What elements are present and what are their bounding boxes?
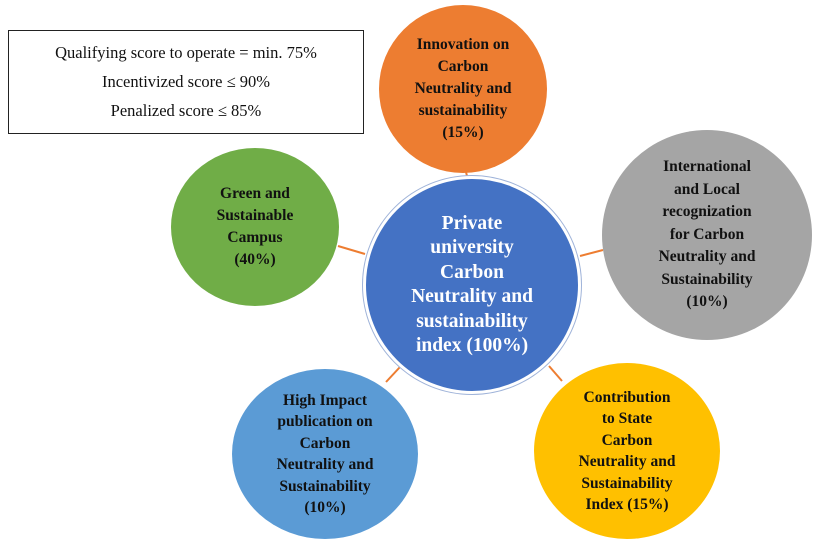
central-index-label: Private university Carbon Neutrality and… <box>411 212 533 357</box>
contribution-node: Contribution to State Carbon Neutrality … <box>534 363 720 539</box>
score-criteria-box: Qualifying score to operate = min. 75% I… <box>8 30 364 134</box>
green-campus-label: Green and Sustainable Campus (40%) <box>216 185 294 268</box>
innovation-node: Innovation on Carbon Neutrality and sust… <box>379 5 547 173</box>
connector-bottom-left <box>385 366 401 383</box>
publication-node: High Impact publication on Carbon Neutra… <box>232 369 418 539</box>
contribution-label: Contribution to State Carbon Neutrality … <box>578 388 676 514</box>
green-campus-node: Green and Sustainable Campus (40%) <box>171 148 339 306</box>
incentivized-score-text: Incentivized score ≤ 90% <box>101 71 271 91</box>
penalized-score-text: Penalized score ≤ 85% <box>110 100 262 120</box>
recognition-node: International and Local recognization fo… <box>602 130 812 340</box>
connector-right <box>579 249 604 257</box>
connector-left <box>337 245 366 255</box>
publication-label: High Impact publication on Carbon Neutra… <box>276 391 374 517</box>
central-index-node: Private university Carbon Neutrality and… <box>363 176 581 394</box>
innovation-label: Innovation on Carbon Neutrality and sust… <box>414 36 512 141</box>
qualifying-score-text: Qualifying score to operate = min. 75% <box>55 43 317 63</box>
recognition-label: International and Local recognization fo… <box>658 158 756 311</box>
connector-bottom-right <box>548 365 563 382</box>
